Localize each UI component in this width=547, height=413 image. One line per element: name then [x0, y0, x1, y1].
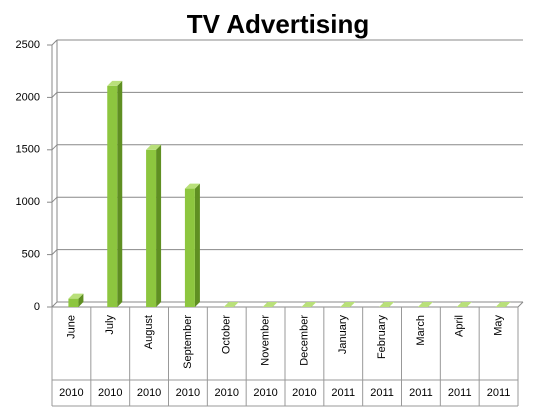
x-tick-label: September: [182, 315, 194, 369]
bar-top: [107, 80, 123, 86]
bar-side: [194, 183, 200, 307]
group-label: 2011: [331, 387, 355, 399]
group-label: 2011: [448, 387, 472, 399]
y-tick-label: 2000: [16, 91, 40, 103]
x-tick-label: July: [104, 315, 116, 335]
y-tick-label: 1000: [16, 196, 40, 208]
bar: [184, 188, 195, 307]
x-tick-label: May: [492, 315, 504, 336]
bar: [146, 149, 157, 307]
group-label: 2010: [292, 387, 316, 399]
group-label: 2010: [215, 387, 239, 399]
group-label: 2010: [98, 387, 122, 399]
x-tick-label: January: [337, 315, 349, 355]
bar-top: [456, 302, 472, 307]
bar-top: [379, 302, 395, 307]
bar-side: [117, 80, 123, 307]
axis-line: [517, 301, 524, 308]
grid-line: [51, 301, 58, 308]
y-tick-label: 1500: [16, 144, 40, 156]
bar: [107, 85, 118, 307]
bar-top: [223, 302, 239, 307]
group-label: 2010: [253, 387, 277, 399]
group-label: 2011: [409, 387, 433, 399]
bar-top: [184, 183, 200, 189]
group-label: 2010: [176, 387, 200, 399]
x-tick-label: November: [259, 315, 271, 366]
x-tick-label: March: [415, 315, 427, 346]
bar-top: [301, 302, 317, 307]
y-tick-label: 0: [34, 301, 40, 313]
bar-side: [156, 144, 162, 307]
grid-line: [51, 92, 58, 98]
chart-title: TV Advertising: [187, 9, 370, 39]
x-tick-label: April: [454, 315, 466, 337]
bar-top: [262, 302, 278, 307]
x-tick-label: August: [143, 315, 155, 349]
x-tick-label: December: [298, 315, 310, 366]
group-label: 2010: [137, 387, 161, 399]
bar-top: [68, 293, 84, 299]
grid-line: [51, 39, 58, 46]
bar: [68, 298, 79, 307]
group-label: 2011: [370, 387, 394, 399]
bar-top: [495, 302, 511, 307]
y-tick-label: 2500: [16, 39, 40, 51]
grid-line: [51, 144, 58, 151]
x-tick-label: October: [221, 315, 233, 354]
y-tick-label: 500: [22, 249, 40, 261]
x-tick-label: June: [65, 315, 77, 339]
group-label: 2010: [59, 387, 83, 399]
group-label: 2011: [487, 387, 511, 399]
grid-line: [51, 249, 58, 255]
bar-top: [146, 144, 162, 150]
grid-line: [51, 196, 58, 203]
x-tick-label: February: [376, 315, 388, 360]
bar-side: [78, 293, 84, 307]
bar-top: [340, 302, 356, 307]
bar-top: [417, 302, 433, 307]
